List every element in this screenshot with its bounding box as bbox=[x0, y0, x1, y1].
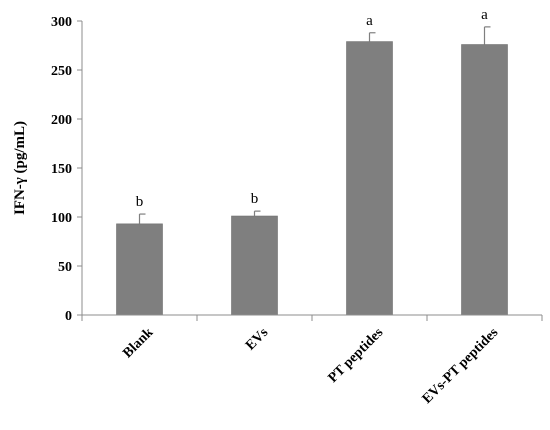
bar-evs bbox=[231, 215, 278, 316]
bars-group bbox=[116, 41, 508, 316]
y-tick-label: 300 bbox=[51, 15, 72, 30]
y-tick-label: 0 bbox=[65, 309, 72, 324]
significance-label: a bbox=[366, 13, 373, 29]
y-tick-label: 100 bbox=[51, 211, 72, 226]
significance-label: b bbox=[251, 191, 259, 207]
x-tick-label: EVs-PT peptides bbox=[420, 325, 502, 407]
error-bars-group bbox=[138, 26, 491, 224]
bar-evs-pt-peptides bbox=[461, 44, 508, 316]
y-axis-ticks: 0 50 100 150 200 250 300 bbox=[51, 15, 82, 324]
x-tick-label: EVs bbox=[243, 325, 272, 354]
significance-labels: b b a a bbox=[136, 7, 488, 210]
significance-label: b bbox=[136, 194, 144, 210]
x-axis-ticks: Blank EVs PT peptides EVs-PT peptides bbox=[81, 315, 543, 407]
x-tick-label: PT peptides bbox=[326, 325, 387, 386]
y-axis-label: IFN-γ (pg/mL) bbox=[12, 121, 28, 215]
y-tick-label: 150 bbox=[51, 162, 72, 177]
y-tick-label: 200 bbox=[51, 113, 72, 128]
bar-pt-peptides bbox=[346, 41, 393, 316]
bar-blank bbox=[116, 223, 163, 316]
x-tick-label: Blank bbox=[120, 325, 156, 361]
significance-label: a bbox=[481, 7, 488, 23]
y-tick-label: 250 bbox=[51, 64, 72, 79]
y-tick-label: 50 bbox=[58, 260, 72, 275]
